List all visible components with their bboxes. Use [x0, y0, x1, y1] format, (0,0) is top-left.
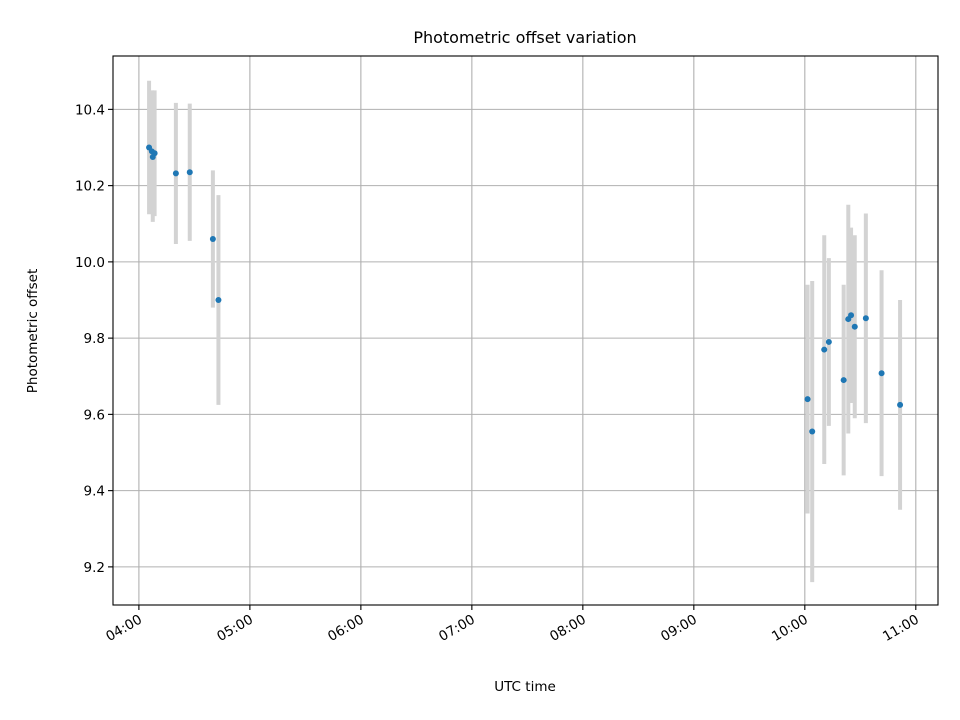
x-tick-label: 04:00: [103, 612, 145, 645]
y-tick-label: 10.4: [75, 102, 105, 118]
x-tick-label: 07:00: [436, 612, 478, 645]
y-axis-label: Photometric offset: [25, 269, 41, 393]
x-axis-label: UTC time: [494, 679, 556, 695]
point-layer: [146, 144, 904, 435]
data-point: [840, 377, 847, 384]
y-tick-label: 9.8: [84, 331, 105, 347]
data-point: [804, 396, 811, 403]
y-tick-label: 9.4: [84, 484, 105, 500]
data-point: [151, 150, 158, 157]
y-tick-label: 9.6: [84, 407, 105, 423]
grid-layer: [113, 56, 938, 605]
plot-frame: [112, 55, 939, 606]
y-tick-label: 9.2: [84, 560, 105, 576]
data-point: [215, 297, 222, 303]
y-tick-label: 10.2: [75, 179, 105, 195]
data-point: [209, 236, 216, 242]
data-point: [172, 170, 179, 177]
x-tick-label: 05:00: [214, 612, 256, 645]
data-point: [186, 169, 193, 176]
x-tick-label: 10:00: [769, 612, 811, 645]
y-tick-layer: 9.2 9.4 9.6 9.8 10.0 10.2 10.4: [75, 102, 113, 576]
data-point: [809, 428, 816, 435]
x-tick-layer: 04:00 05:00 06:00 07:00 08:00 09:00 10:00 11:00: [103, 605, 922, 645]
data-point: [862, 315, 869, 322]
data-point: [851, 323, 858, 330]
data-point: [897, 401, 904, 408]
x-tick-label: 11:00: [880, 612, 922, 645]
data-point: [848, 312, 855, 319]
x-tick-label: 08:00: [547, 612, 589, 645]
data-point: [878, 370, 885, 377]
y-tick-label: 10.0: [75, 255, 105, 271]
data-point: [821, 346, 828, 353]
data-point: [825, 338, 832, 345]
error-bar-layer: [147, 80, 903, 583]
x-tick-label: 09:00: [658, 612, 700, 645]
chart-title: Photometric offset variation: [413, 28, 636, 47]
x-tick-label: 06:00: [325, 612, 367, 645]
